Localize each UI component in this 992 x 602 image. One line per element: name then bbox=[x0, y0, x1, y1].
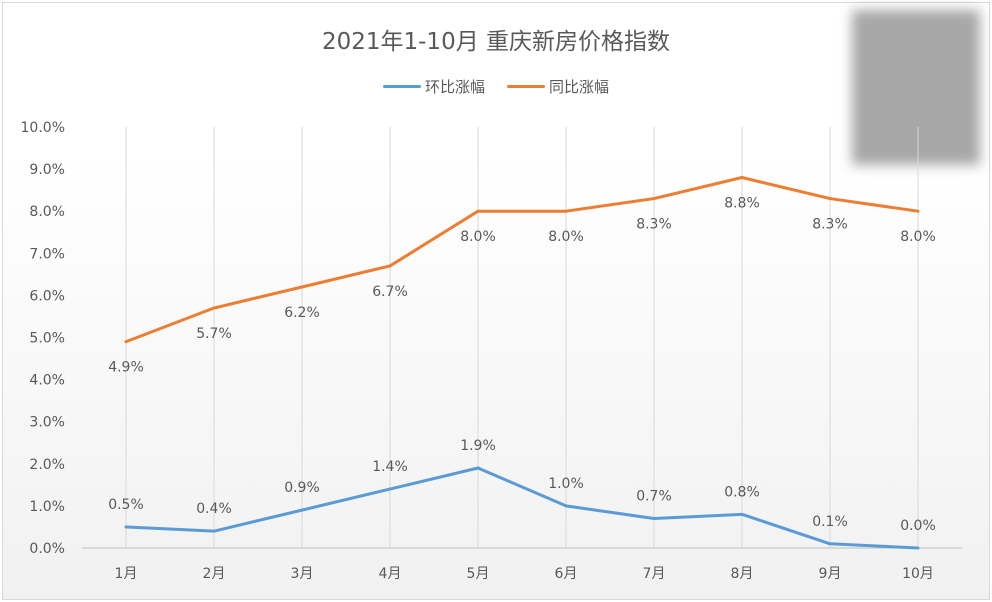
blurred-watermark-image bbox=[852, 10, 980, 165]
data-point bbox=[388, 487, 392, 491]
data-label: 0.0% bbox=[900, 518, 936, 534]
data-point bbox=[828, 542, 832, 546]
data-label: 0.8% bbox=[724, 484, 760, 500]
x-tick-label: 5月 bbox=[467, 566, 490, 582]
data-label: 0.9% bbox=[284, 480, 320, 496]
data-point bbox=[212, 529, 216, 533]
y-tick-label: 6.0% bbox=[29, 288, 65, 304]
data-label: 8.8% bbox=[724, 196, 760, 212]
data-label: 1.9% bbox=[460, 438, 496, 454]
data-point bbox=[564, 504, 568, 508]
data-point bbox=[652, 197, 656, 201]
data-point bbox=[388, 264, 392, 268]
data-label: 8.3% bbox=[636, 217, 672, 233]
data-label: 8.3% bbox=[812, 217, 848, 233]
x-tick-label: 7月 bbox=[643, 566, 666, 582]
y-tick-label: 3.0% bbox=[29, 415, 65, 431]
data-label: 0.4% bbox=[196, 501, 232, 517]
data-point bbox=[828, 197, 832, 201]
chart-title: 2021年1-10月 重庆新房价格指数 bbox=[321, 29, 671, 55]
x-tick-label: 6月 bbox=[555, 566, 578, 582]
x-tick-label: 10月 bbox=[902, 566, 934, 582]
data-point bbox=[740, 176, 744, 180]
y-tick-label: 9.0% bbox=[29, 162, 65, 178]
legend-label: 环比涨幅 bbox=[424, 78, 485, 96]
x-tick-label: 2月 bbox=[203, 566, 226, 582]
data-label: 8.0% bbox=[900, 229, 936, 245]
x-tick-label: 8月 bbox=[731, 566, 754, 582]
y-tick-label: 7.0% bbox=[29, 246, 65, 262]
data-point bbox=[916, 546, 920, 550]
data-point bbox=[300, 508, 304, 512]
y-tick-label: 2.0% bbox=[29, 457, 65, 473]
data-point bbox=[476, 466, 480, 470]
x-tick-label: 9月 bbox=[819, 566, 842, 582]
legend-item-series-1: 同比涨幅 bbox=[507, 76, 609, 97]
data-point bbox=[652, 517, 656, 521]
y-tick-label: 5.0% bbox=[29, 331, 65, 347]
data-point bbox=[476, 209, 480, 213]
data-label: 0.1% bbox=[812, 514, 848, 530]
legend-swatch bbox=[507, 85, 545, 88]
data-point bbox=[916, 209, 920, 213]
data-label: 0.5% bbox=[108, 497, 144, 513]
y-tick-label: 1.0% bbox=[29, 499, 65, 515]
legend: 环比涨幅 同比涨幅 bbox=[0, 76, 992, 97]
y-tick-label: 0.0% bbox=[29, 541, 65, 557]
x-tick-label: 4月 bbox=[379, 566, 402, 582]
data-label: 1.0% bbox=[548, 476, 584, 492]
data-point bbox=[300, 285, 304, 289]
y-tick-label: 4.0% bbox=[29, 373, 65, 389]
data-label: 5.7% bbox=[196, 326, 232, 342]
y-tick-label: 8.0% bbox=[29, 204, 65, 220]
data-point bbox=[212, 306, 216, 310]
data-label: 6.2% bbox=[284, 305, 320, 321]
data-point bbox=[740, 512, 744, 516]
legend-label: 同比涨幅 bbox=[549, 78, 610, 96]
data-label: 8.0% bbox=[460, 229, 496, 245]
data-point bbox=[564, 209, 568, 213]
series-line-0 bbox=[125, 466, 919, 550]
data-label: 0.7% bbox=[636, 489, 672, 505]
y-tick-label: 10.0% bbox=[21, 120, 65, 136]
x-tick-label: 1月 bbox=[115, 566, 138, 582]
x-tick-label: 3月 bbox=[291, 566, 314, 582]
data-label: 1.4% bbox=[372, 459, 408, 475]
legend-item-series-0: 环比涨幅 bbox=[382, 76, 485, 97]
data-point bbox=[124, 340, 128, 344]
data-label: 6.7% bbox=[372, 284, 408, 300]
data-label: 8.0% bbox=[548, 229, 584, 245]
series-line-1 bbox=[125, 176, 919, 344]
data-point bbox=[124, 525, 128, 529]
legend-swatch bbox=[382, 85, 421, 88]
data-label: 4.9% bbox=[108, 360, 144, 376]
